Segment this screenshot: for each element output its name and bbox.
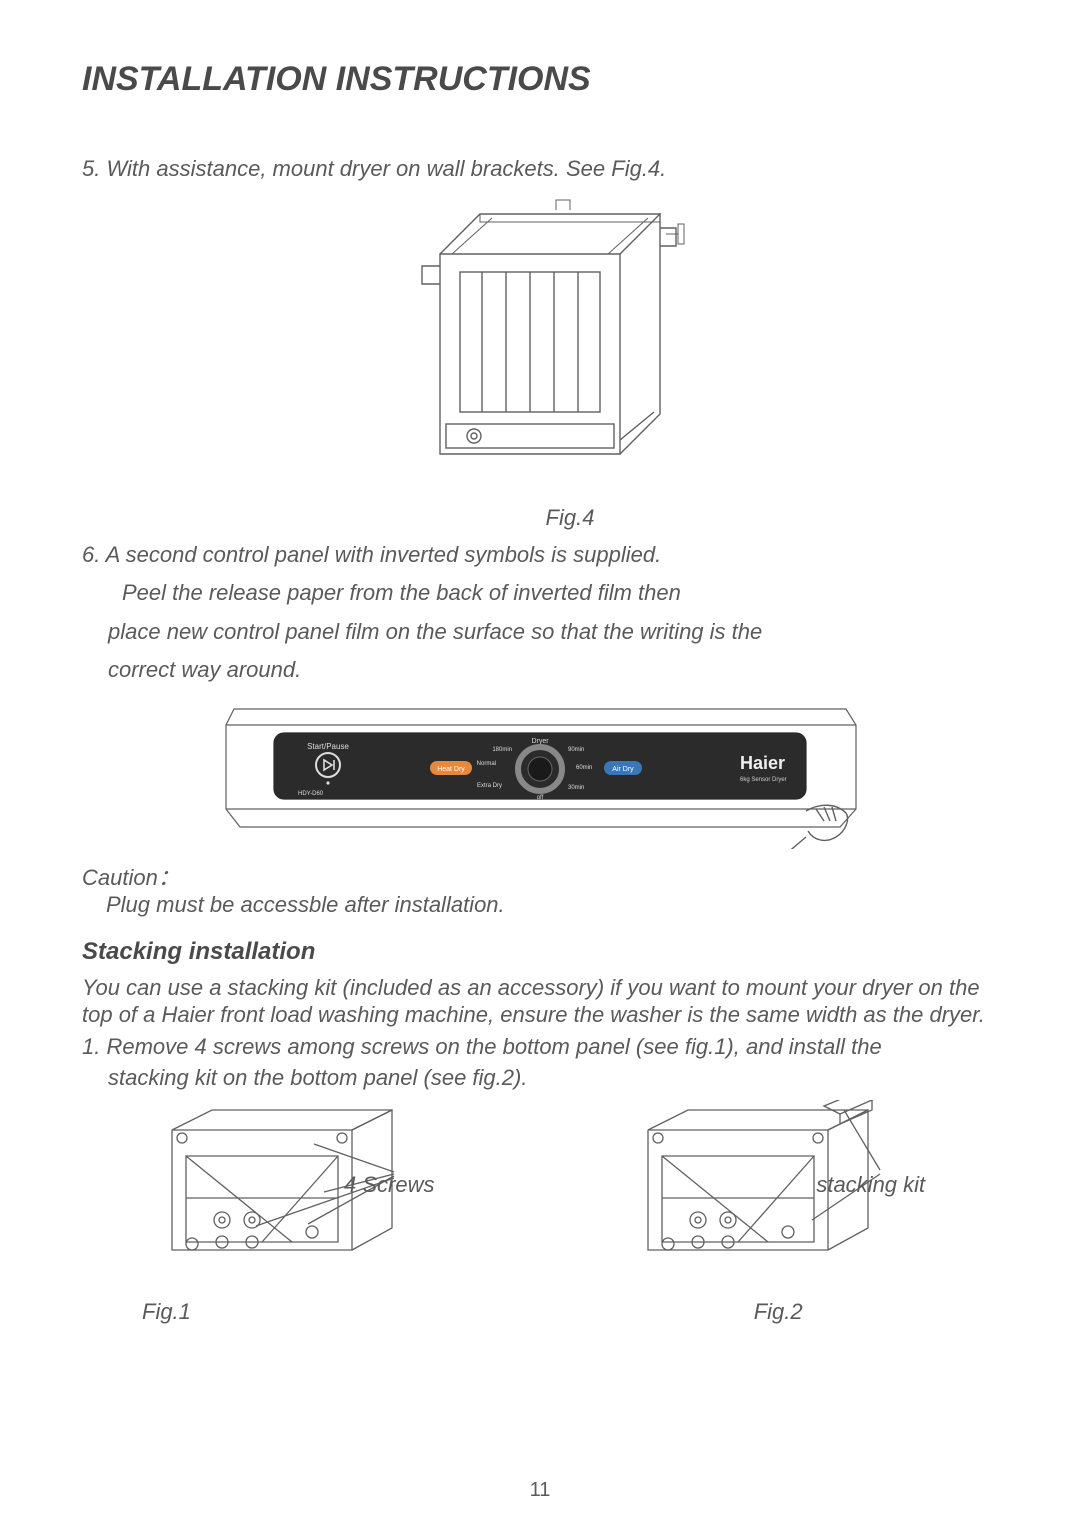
- fig2-block: stacking kit Fig.2: [558, 1100, 998, 1325]
- panel-off: off: [537, 795, 544, 801]
- panel-extra: Extra Dry: [477, 783, 502, 789]
- panel-60: 60min: [576, 765, 592, 771]
- caution-label: Caution：: [82, 860, 998, 892]
- step-6-line3: place new control panel film on the surf…: [82, 618, 998, 647]
- panel-start-label: Start/Pause: [307, 742, 349, 751]
- panel-brand: Haier: [740, 753, 785, 773]
- panel-sub: 6kg Sensor Dryer: [740, 777, 787, 783]
- stacking-para: You can use a stacking kit (included as …: [82, 974, 998, 1029]
- panel-30: 30min: [568, 785, 584, 791]
- stacking-step1b: stacking kit on the bottom panel (see fi…: [82, 1064, 998, 1092]
- fig2-caption: Fig.2: [558, 1299, 998, 1325]
- step-6-line2: Peel the release paper from the back of …: [82, 579, 998, 608]
- fig2-kit-label: stacking kit: [816, 1172, 925, 1198]
- panel-model: HDY-D60: [298, 791, 324, 797]
- fig1-caption: Fig.1: [82, 1299, 522, 1325]
- fig4-caption: Fig.4: [142, 505, 998, 531]
- fig4-illustration: [82, 194, 998, 499]
- fig1-screws-label: 4 Screws: [344, 1172, 434, 1198]
- page-title: INSTALLATION INSTRUCTIONS: [82, 60, 998, 99]
- panel-heat: Heat Dry: [437, 766, 465, 773]
- step-5: 5. With assistance, mount dryer on wall …: [82, 155, 998, 184]
- panel-air: Air Dry: [612, 766, 634, 773]
- stacking-title: Stacking installation: [82, 938, 998, 966]
- panel-normal: Normal: [477, 761, 496, 767]
- panel-180: 180min: [492, 747, 512, 753]
- stacking-step1: 1. Remove 4 screws among screws on the b…: [82, 1033, 998, 1061]
- panel-dial-top: Dryer: [531, 738, 549, 745]
- caution-body: Plug must be accessble after installatio…: [82, 892, 998, 918]
- step-6-line4: correct way around.: [82, 656, 998, 685]
- control-panel-diagram: Start/Pause HDY-D60 Heat Dry Dryer 180mi…: [82, 699, 998, 854]
- fig1-block: 4 Screws Fig.1: [82, 1100, 522, 1325]
- page-number: 11: [0, 1479, 1080, 1502]
- step-6-line1: 6. A second control panel with inverted …: [82, 541, 998, 570]
- panel-90: 90min: [568, 747, 584, 753]
